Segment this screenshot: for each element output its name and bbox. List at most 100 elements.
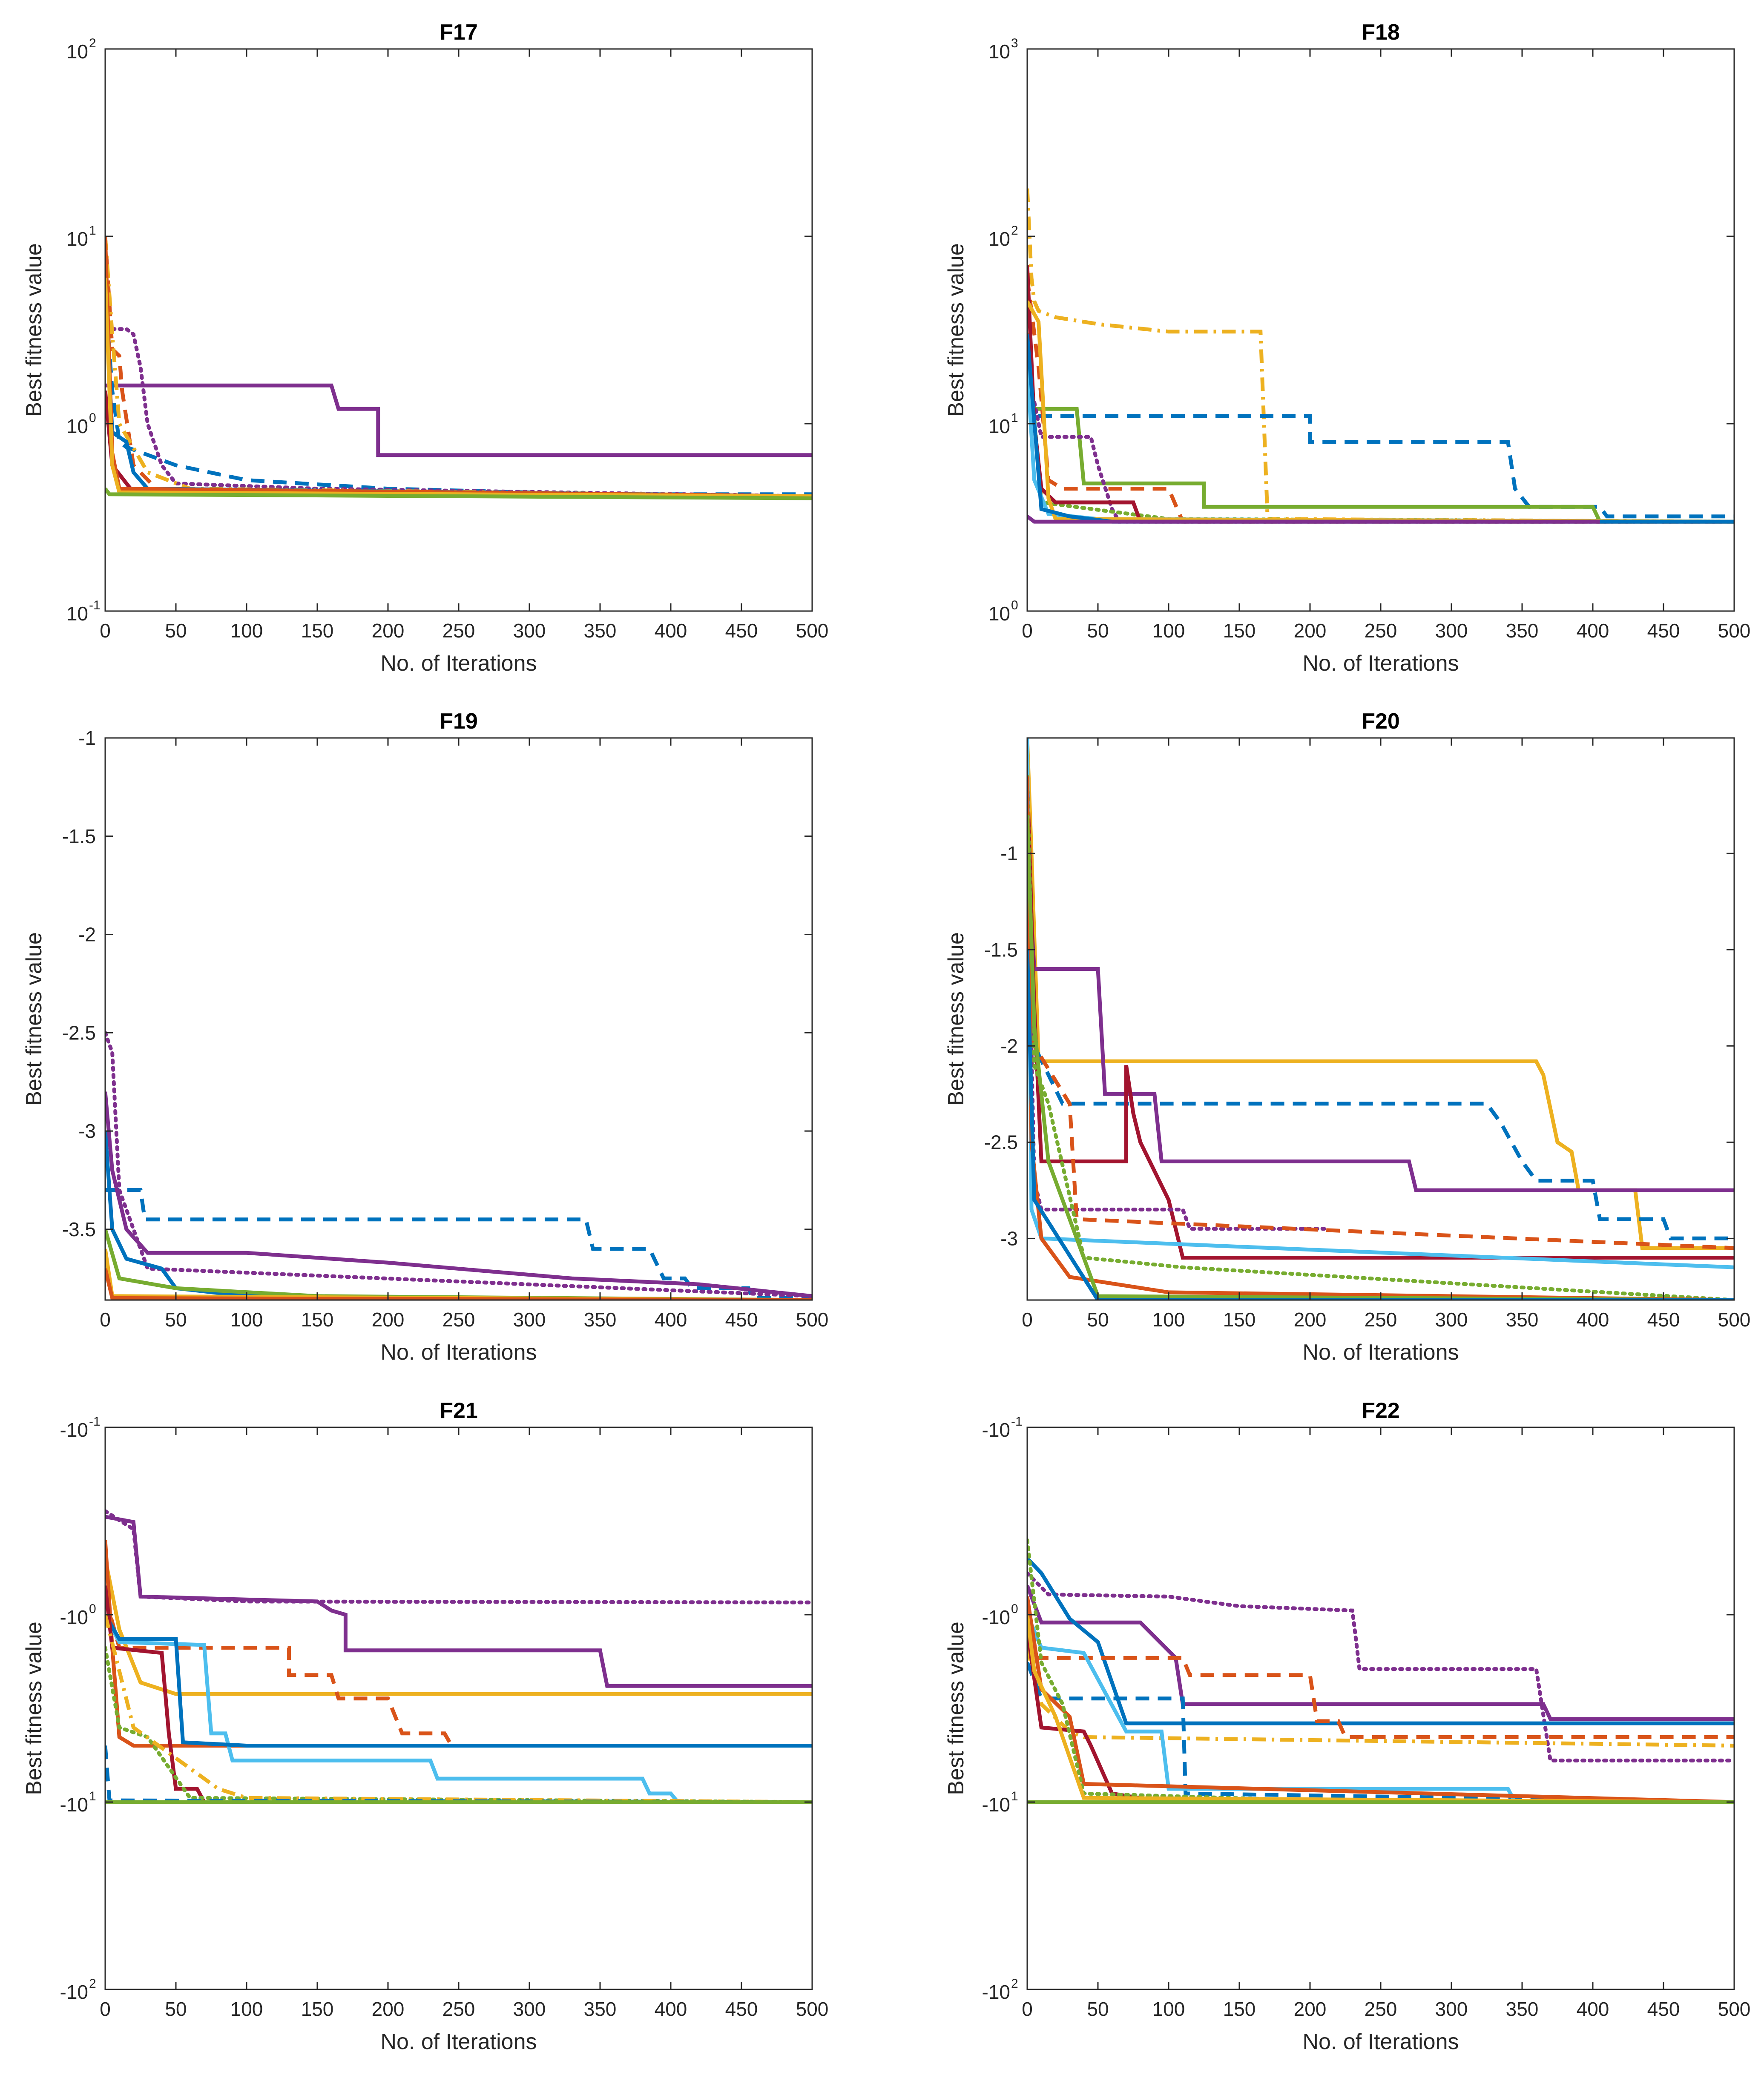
y-tick-label-base: 10	[66, 603, 88, 625]
x-tick-label: 50	[1087, 1998, 1109, 2020]
x-axis-label: No. of Iterations	[380, 2029, 537, 2054]
x-tick-label: 500	[796, 620, 829, 642]
series-line-blue-dashed	[105, 293, 812, 497]
y-axis-label: Best fitness value	[22, 243, 46, 417]
x-tick-label: 450	[725, 620, 758, 642]
x-tick-label: 300	[1435, 1998, 1468, 2020]
series-line-purple-dotted	[105, 1030, 812, 1298]
series-line-blue-solid	[1027, 1557, 1734, 1725]
chart-title: F19	[440, 709, 478, 734]
x-tick-label: 450	[1647, 620, 1680, 642]
x-tick-label: 200	[372, 1998, 405, 2020]
y-tick-label-exponent: 2	[1011, 224, 1018, 238]
y-tick-label: -3.5	[62, 1218, 96, 1240]
series-line-blue-solid	[1027, 950, 1734, 1300]
y-axis-label: Best fitness value	[22, 1622, 46, 1795]
x-tick-label: 400	[655, 1998, 687, 2020]
series-line-yellow-solid	[105, 278, 812, 498]
x-tick-label: 200	[372, 1309, 405, 1331]
x-tick-label: 400	[655, 1309, 687, 1331]
plot-box	[1026, 737, 1735, 1301]
y-tick-label-base: -10	[60, 1794, 88, 1816]
y-tick-label-base: -10	[982, 1981, 1010, 2003]
x-tick-label: 100	[1152, 1309, 1185, 1331]
x-tick-label: 50	[165, 620, 187, 642]
y-axis-label: Best fitness value	[22, 932, 46, 1106]
plot-box	[104, 737, 813, 1301]
series-line-orange-dashed	[105, 236, 812, 498]
y-tick-label-exponent: 0	[89, 411, 96, 425]
x-tick-label: 250	[442, 1309, 475, 1331]
x-tick-label: 0	[100, 620, 111, 642]
y-tick-label-base: 10	[66, 228, 88, 250]
chart-title: F17	[440, 20, 478, 45]
series-line-orange-solid	[1027, 1596, 1734, 1804]
y-axis-label: Best fitness value	[944, 1622, 968, 1795]
x-axis-label: No. of Iterations	[1302, 1340, 1459, 1365]
x-tick-label: 500	[1718, 1998, 1751, 2020]
x-tick-label: 0	[100, 1998, 111, 2020]
y-tick-label-exponent: -1	[89, 1415, 101, 1429]
x-tick-label: 200	[1294, 620, 1327, 642]
x-tick-label: 500	[1718, 620, 1751, 642]
series-line-green-dotted	[1027, 332, 1734, 524]
y-tick-label-base: -10	[982, 1419, 1010, 1441]
y-tick-label-exponent: 0	[1011, 1602, 1018, 1616]
y-tick-label-exponent: 0	[1011, 598, 1018, 612]
y-tick-label-base: 10	[988, 603, 1010, 625]
x-tick-label: 450	[725, 1998, 758, 2020]
series-line-blue-solid	[105, 1131, 812, 1300]
y-axis-label: Best fitness value	[944, 932, 968, 1106]
series-line-crimson-solid	[105, 390, 812, 498]
y-tick-label: -3	[78, 1120, 96, 1142]
x-tick-label: 300	[513, 1998, 546, 2020]
series-line-purple-dotted	[105, 1509, 812, 1604]
series-line-cyan-solid	[1027, 1614, 1734, 1804]
y-tick-label-base: -10	[60, 1981, 88, 2003]
x-tick-label: 100	[230, 1309, 263, 1331]
x-tick-label: 300	[1435, 620, 1468, 642]
x-tick-label: 100	[230, 620, 263, 642]
chart-f22: 0 50 100 150 200 250 300 350 400 450 500-10 -1-10 0-…	[944, 1398, 1750, 2054]
x-tick-label: 350	[1506, 1998, 1539, 2020]
x-axis-label: No. of Iterations	[1302, 2029, 1459, 2054]
x-tick-label: 100	[1152, 620, 1185, 642]
x-tick-label: 400	[1577, 1309, 1609, 1331]
x-tick-label: 350	[584, 620, 617, 642]
series-line-blue-solid	[1027, 334, 1734, 524]
series-line-purple-dotted	[1027, 1571, 1734, 1762]
chart-f21: 0 50 100 150 200 250 300 350 400 450 500-10 -1-10 0-…	[22, 1398, 828, 2054]
x-tick-label: 200	[1294, 1309, 1327, 1331]
series-group	[1027, 1538, 1734, 1804]
series-line-purple-dotted	[1027, 851, 1326, 1231]
x-tick-label: 0	[1022, 1998, 1033, 2020]
x-tick-label: 200	[372, 620, 405, 642]
x-tick-label: 350	[584, 1998, 617, 2020]
series-line-purple-solid	[105, 383, 812, 457]
x-tick-label: 500	[796, 1309, 829, 1331]
x-tick-label: 450	[1647, 1309, 1680, 1331]
y-tick-label-exponent: 2	[89, 36, 96, 50]
series-group	[1027, 188, 1734, 524]
chart-title: F18	[1362, 20, 1400, 45]
chart-f19: 0 50 100 150 200 250 300 350 400 450 500 -1 -1.5 -2 -2…	[22, 709, 828, 1365]
x-tick-label: 50	[165, 1309, 187, 1331]
x-tick-label: 450	[1647, 1998, 1680, 2020]
series-line-crimson-solid	[1027, 1629, 1734, 1804]
x-tick-label: 300	[513, 620, 546, 642]
series-group	[105, 236, 812, 500]
series-line-yellow-solid	[1027, 1614, 1734, 1804]
x-tick-label: 400	[655, 620, 687, 642]
series-line-orange-dashed	[105, 1596, 812, 1748]
x-axis-label: No. of Iterations	[1302, 651, 1459, 676]
y-tick-label: -2	[1000, 1035, 1018, 1057]
y-tick-label-base: -10	[982, 1794, 1010, 1816]
x-tick-label: 0	[1022, 1309, 1033, 1331]
y-tick-label-exponent: 1	[89, 1789, 96, 1803]
x-tick-label: 400	[1577, 1998, 1609, 2020]
x-axis-label: No. of Iterations	[380, 651, 537, 676]
x-tick-label: 0	[100, 1309, 111, 1331]
x-tick-label: 150	[1223, 1998, 1256, 2020]
